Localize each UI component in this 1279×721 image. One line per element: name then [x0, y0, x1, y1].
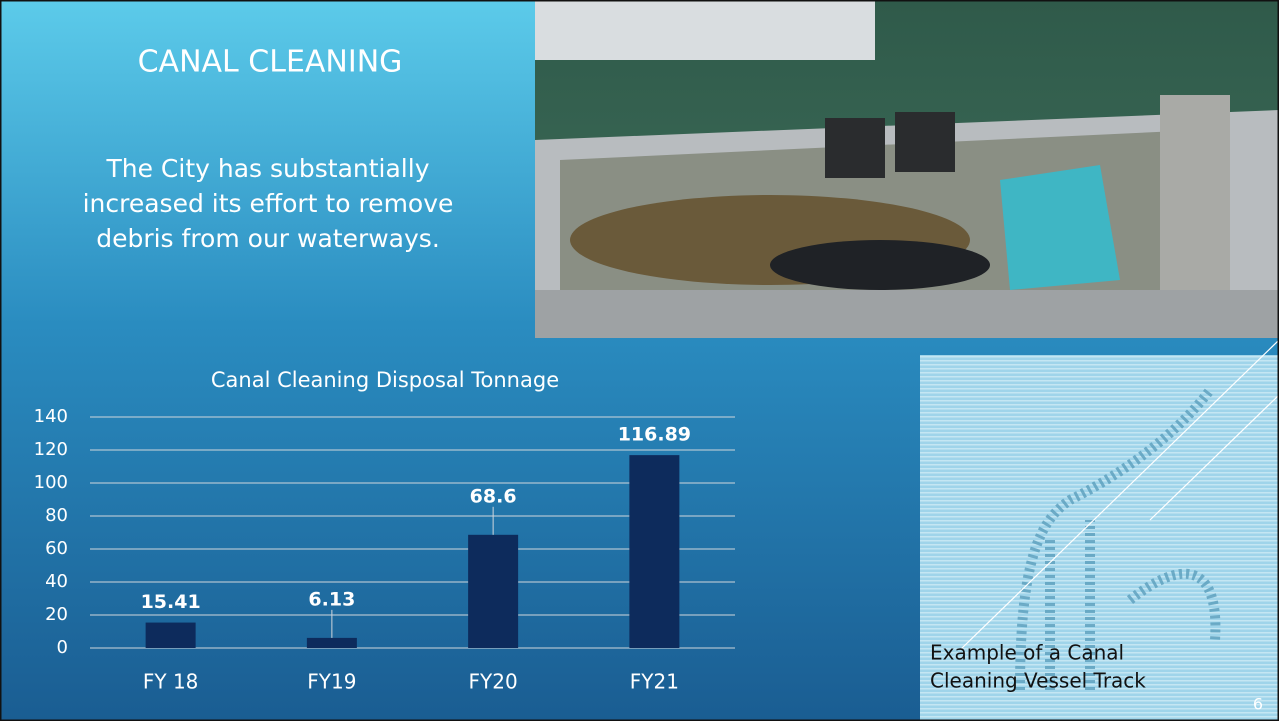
y-tick-label: 0 [57, 637, 68, 658]
y-tick-label: 80 [45, 505, 68, 526]
data-label: 116.89 [618, 424, 691, 446]
body-text: debris from our waterways. [96, 224, 440, 253]
slide-title: CANAL CLEANING [138, 45, 403, 80]
body-text: The City has substantially [105, 154, 429, 183]
bar [468, 535, 518, 648]
y-tick-label: 140 [34, 406, 68, 427]
x-tick-label: FY 18 [143, 670, 199, 694]
caption: Cleaning Vessel Track [930, 669, 1146, 693]
boat-photo [535, 0, 1279, 338]
x-tick-label: FY20 [469, 670, 518, 694]
y-tick-label: 20 [45, 604, 68, 625]
bar [629, 455, 679, 648]
chart-title: Canal Cleaning Disposal Tonnage [211, 368, 559, 392]
page-number: 6 [1253, 695, 1263, 714]
data-label: 68.6 [470, 485, 517, 507]
slide: CANAL CLEANING The City has substantiall… [0, 0, 1279, 721]
y-tick-label: 120 [34, 439, 68, 460]
x-tick-label: FY19 [307, 670, 356, 694]
caption: Example of a Canal [930, 641, 1124, 665]
data-label: 15.41 [141, 591, 201, 613]
x-tick-label: FY21 [630, 670, 679, 694]
body-text: increased its effort to remove [83, 189, 454, 218]
page: {"slide": {"title": "CANAL CLEANING", "b… [0, 0, 1279, 721]
y-tick-label: 40 [45, 571, 68, 592]
data-label: 6.13 [308, 588, 355, 610]
bar [307, 638, 357, 648]
y-tick-label: 60 [45, 538, 68, 559]
bar [146, 623, 196, 648]
y-tick-label: 100 [34, 472, 68, 493]
